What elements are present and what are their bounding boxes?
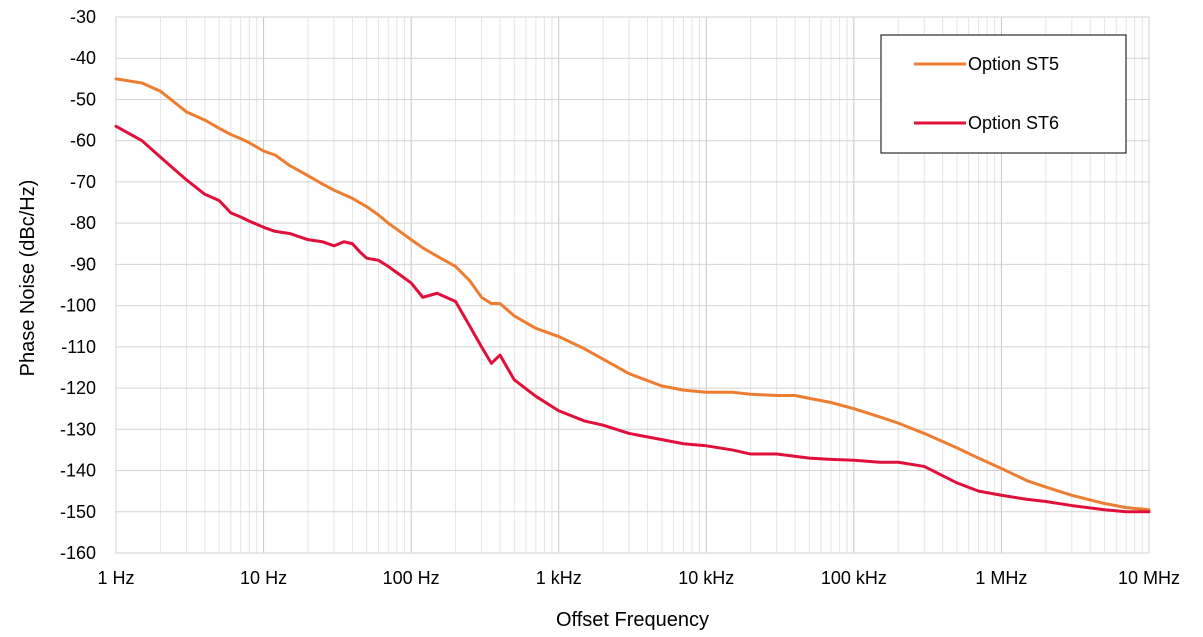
y-tick-label: -120 xyxy=(60,378,96,398)
x-tick-label: 1 kHz xyxy=(536,568,582,588)
legend-label-option-st6: Option ST6 xyxy=(968,113,1059,133)
series-line-option-st5 xyxy=(114,77,1151,512)
y-tick-label: -50 xyxy=(70,89,96,109)
x-tick-label: 1 MHz xyxy=(975,568,1027,588)
x-tick-label: 10 kHz xyxy=(678,568,734,588)
y-tick-label: -40 xyxy=(70,48,96,68)
y-tick-label: -140 xyxy=(60,461,96,481)
y-tick-label: -80 xyxy=(70,213,96,233)
y-axis-title: Phase Noise (dBc/Hz) xyxy=(17,180,39,377)
series-line-option-st6 xyxy=(114,124,1151,514)
y-tick-label: -130 xyxy=(60,419,96,439)
x-tick-label: 10 Hz xyxy=(240,568,287,588)
y-tick-label: -100 xyxy=(60,296,96,316)
y-tick-label: -30 xyxy=(70,7,96,27)
x-tick-label: 10 MHz xyxy=(1118,568,1180,588)
y-tick-label: -70 xyxy=(70,172,96,192)
x-axis-tick-labels: 1 Hz 10 Hz 100 Hz 1 kHz 10 kHz 100 kHz 1 MHz 10… xyxy=(97,568,1180,588)
legend-box xyxy=(880,34,1127,154)
x-tick-label: 100 kHz xyxy=(821,568,887,588)
x-tick-label: 1 Hz xyxy=(97,568,134,588)
x-axis-title: Offset Frequency xyxy=(556,609,709,631)
y-tick-label: -160 xyxy=(60,543,96,563)
y-tick-label: -110 xyxy=(61,337,96,357)
legend-label-option-st5: Option ST5 xyxy=(968,54,1059,74)
y-tick-label: -90 xyxy=(70,254,96,274)
x-tick-label: 100 Hz xyxy=(383,568,440,588)
y-tick-label: -60 xyxy=(70,131,96,151)
legend: Option ST5 Option ST6 xyxy=(880,34,1127,154)
y-axis-tick-labels: -30 -40 -50 -60 -70 -80 -90 -100 -110 -120 -130 -14… xyxy=(60,7,96,563)
series-lines xyxy=(114,77,1151,514)
y-tick-label: -150 xyxy=(60,502,96,522)
plot-area xyxy=(115,16,1150,554)
